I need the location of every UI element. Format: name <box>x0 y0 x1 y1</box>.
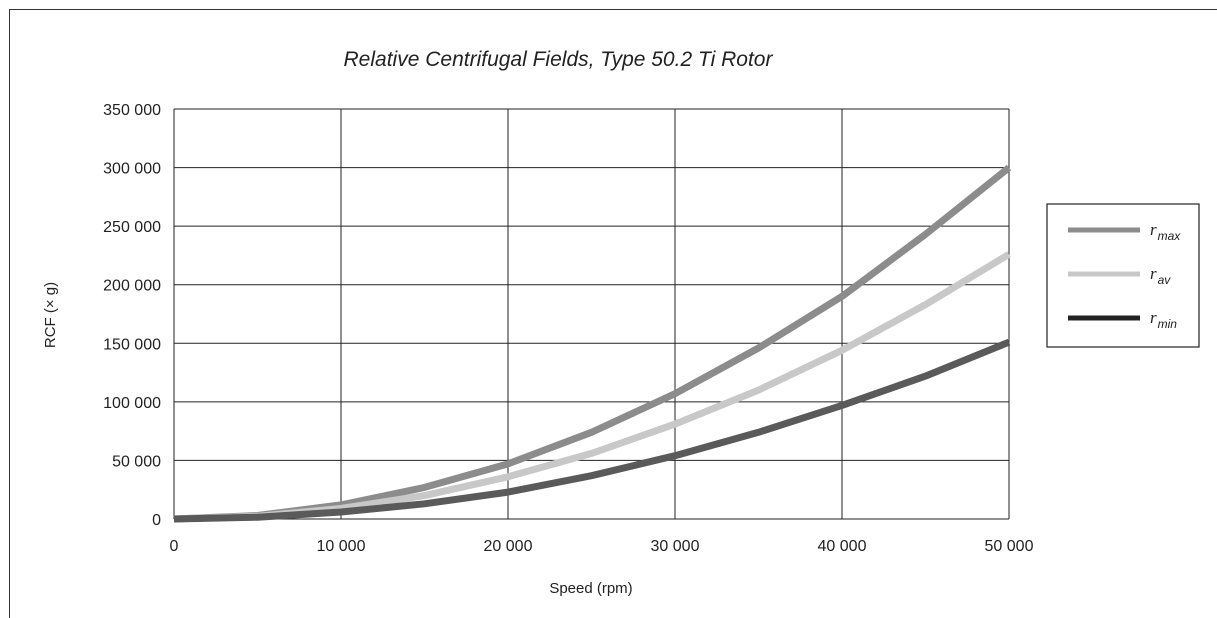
legend-label-r-av: rav <box>1150 264 1171 287</box>
y-tick-label: 250 000 <box>103 219 161 236</box>
y-tick-label: 150 000 <box>103 336 161 353</box>
y-tick-label: 350 000 <box>103 102 161 119</box>
x-tick-label: 20 000 <box>484 538 533 555</box>
chart-title: Relative Centrifugal Fields, Type 50.2 T… <box>344 48 774 71</box>
series-line-r-av <box>173 251 1011 523</box>
x-tick-label: 40 000 <box>818 538 867 555</box>
grid <box>173 108 1010 520</box>
x-tick-label: 0 <box>170 538 179 555</box>
x-axis-label: Speed (rpm) <box>549 580 632 597</box>
y-tick-label: 0 <box>152 512 161 529</box>
y-tick-labels: 0 50 000 100 000 150 000 200 000 250 000 300 0… <box>103 102 161 529</box>
legend: rmax rav rmin <box>1046 203 1200 348</box>
x-tick-labels: 0 10 000 20 000 30 000 40 000 50 000 <box>170 538 1034 555</box>
x-tick-label: 30 000 <box>651 538 700 555</box>
y-tick-label: 200 000 <box>103 278 161 295</box>
x-tick-label: 50 000 <box>985 538 1034 555</box>
legend-label-r-max: rmax <box>1150 220 1181 243</box>
x-tick-label: 10 000 <box>317 538 366 555</box>
legend-label-r-min: rmin <box>1150 308 1177 331</box>
series-line-r-min <box>173 338 1011 523</box>
y-tick-label: 300 000 <box>103 161 161 178</box>
figure-frame <box>9 9 1217 618</box>
y-axis-label: RCF (× g) <box>42 282 59 348</box>
y-tick-label: 50 000 <box>112 453 161 470</box>
series-lines <box>173 164 1012 523</box>
y-tick-label: 100 000 <box>103 395 161 412</box>
